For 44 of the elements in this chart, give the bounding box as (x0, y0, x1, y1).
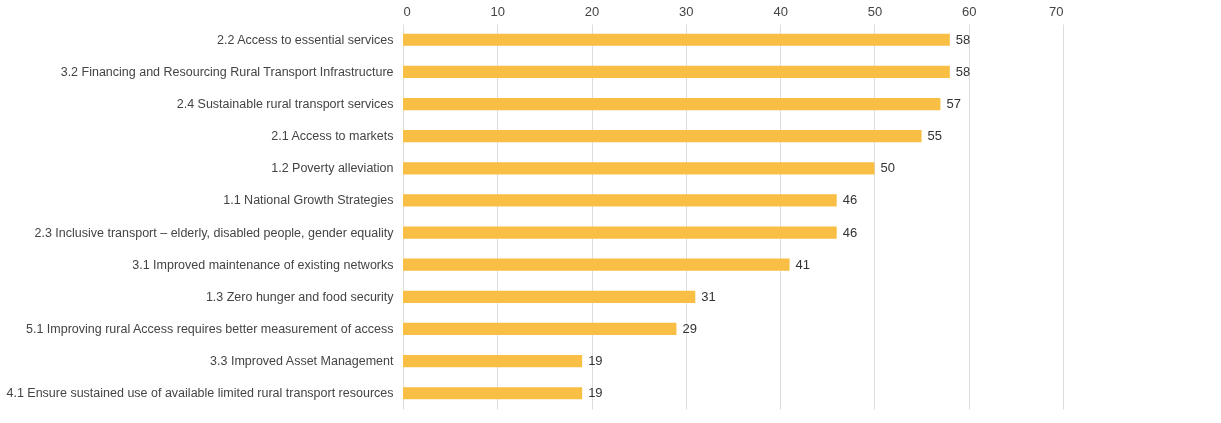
x-tick-label: 20 (584, 3, 600, 19)
x-tick-label: 30 (679, 3, 694, 19)
y-tick-label: 3.1 Improved maintenance of existing networks (132, 257, 394, 272)
data-label: 19 (588, 353, 603, 369)
bar (403, 194, 837, 207)
bar (403, 65, 950, 78)
bar (403, 355, 583, 368)
y-tick-label: 2.2 Access to essential services (217, 32, 394, 47)
y-tick-label: 2.3 Inclusive transport – elderly, disabled people, gender equality (34, 225, 395, 240)
y-tick-label: 5.1 Improving rural Access requires better measurement of access (25, 321, 394, 336)
x-tick-label: 60 (961, 3, 977, 19)
bar (403, 33, 950, 46)
data-label: 29 (682, 320, 697, 336)
x-tick-label: 10 (490, 3, 506, 19)
y-tick-label: 4.1 Ensure sustained use of available limited rural transport resources (6, 386, 394, 401)
bar (403, 226, 837, 239)
data-label: 50 (880, 160, 895, 176)
data-label: 55 (927, 128, 943, 144)
y-tick-label: 2.1 Access to markets (271, 129, 394, 144)
y-tick-label: 3.3 Improved Asset Management (210, 354, 395, 369)
data-label: 58 (955, 31, 971, 47)
data-label: 57 (946, 96, 961, 112)
bar (403, 162, 875, 175)
bar (403, 258, 790, 271)
data-label: 41 (795, 256, 811, 272)
bar (403, 290, 696, 303)
y-tick-label: 1.3 Zero hunger and food security (205, 289, 395, 304)
y-tick-label: 1.1 National Growth Strategies (223, 193, 394, 208)
data-label: 46 (842, 224, 858, 240)
bar (403, 387, 583, 400)
bar (403, 97, 941, 111)
bar (403, 322, 677, 336)
data-label: 58 (955, 63, 971, 79)
x-tick-label: 50 (867, 3, 883, 19)
x-tick-label: 40 (773, 3, 788, 19)
data-label: 46 (842, 192, 858, 208)
y-tick-label: 3.2 Financing and Resourcing Rural Transport Infrastructure (60, 64, 394, 79)
y-tick-label: 1.2 Poverty alleviation (271, 161, 394, 176)
y-tick-label: 2.4 Sustainable rural transport services (176, 97, 394, 112)
bar (403, 130, 922, 143)
data-label: 31 (701, 288, 716, 304)
data-label: 19 (588, 385, 603, 401)
x-tick-label: 70 (1049, 3, 1064, 19)
x-tick-label: 0 (403, 3, 411, 19)
